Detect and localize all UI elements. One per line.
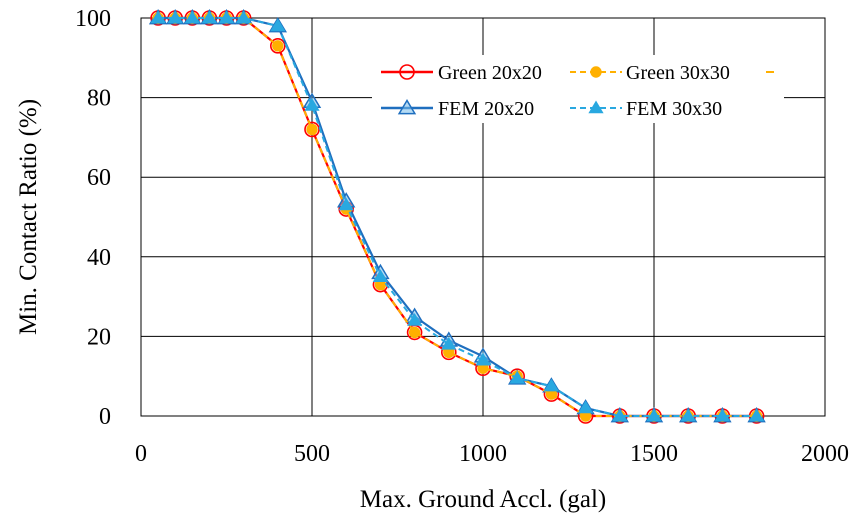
legend-swatch-marker	[590, 66, 602, 78]
x-tick-label: 0	[135, 441, 147, 467]
data-point	[304, 121, 320, 138]
legend: Green 20x20 Green 30x30 FEM 20x20 FEM 30x30	[372, 55, 784, 123]
data-point	[184, 10, 200, 24]
y-tick-label: 60	[87, 165, 111, 191]
data-point	[306, 123, 318, 136]
data-point	[543, 378, 560, 392]
data-point	[680, 408, 696, 422]
legend-item: Green 30x30	[570, 62, 730, 84]
data-point	[270, 18, 286, 32]
data-point	[218, 10, 235, 24]
y-axis-label: Min. Contact Ratio (%)	[15, 99, 42, 335]
legend-swatch-marker	[397, 99, 417, 115]
legend-label: FEM 20x20	[438, 98, 534, 120]
data-point	[235, 10, 252, 24]
data-point	[475, 352, 491, 366]
data-point	[338, 197, 354, 211]
data-point	[714, 408, 731, 422]
data-point	[406, 313, 423, 326]
data-point	[646, 408, 662, 422]
x-tick-label: 500	[294, 441, 330, 467]
x-tick-label: 2000	[801, 441, 849, 467]
data-point	[167, 10, 183, 24]
x-tick-label: 1500	[630, 441, 678, 467]
y-tick-label: 80	[87, 86, 111, 112]
y-tick-label: 20	[87, 324, 111, 350]
legend-item: Green 20x20	[381, 62, 542, 84]
data-point	[304, 98, 320, 111]
data-point	[509, 370, 525, 384]
data-point	[150, 10, 166, 24]
data-point	[577, 400, 594, 414]
legend-swatch-marker	[588, 100, 604, 114]
series-fem-30x30	[150, 10, 765, 422]
y-tick-label: 40	[87, 245, 111, 271]
x-tick-labels: 0 500 1000 1500 2000	[135, 441, 849, 467]
data-point	[408, 326, 421, 339]
data-point	[612, 408, 628, 422]
series-layer	[148, 9, 766, 424]
y-tick-labels: 0 20 40 60 80 100	[75, 6, 111, 430]
x-axis-label: Max. Ground Accl. (gal)	[360, 486, 606, 513]
legend-item: FEM 30x30	[570, 98, 722, 120]
legend-label: FEM 30x30	[626, 98, 722, 120]
legend-swatch-marker	[399, 64, 415, 80]
y-tick-label: 0	[99, 404, 111, 430]
data-point	[372, 269, 389, 282]
legend-background	[372, 55, 784, 123]
legend-item: FEM 20x20	[381, 98, 534, 120]
data-point	[748, 408, 765, 422]
data-point	[201, 10, 218, 24]
legend-label: Green 30x30	[626, 62, 730, 84]
legend-label: Green 20x20	[438, 62, 542, 84]
y-tick-label: 100	[75, 6, 111, 32]
x-tick-label: 1000	[459, 441, 507, 467]
data-point	[269, 38, 286, 54]
data-point	[441, 336, 457, 350]
data-point	[272, 40, 284, 52]
